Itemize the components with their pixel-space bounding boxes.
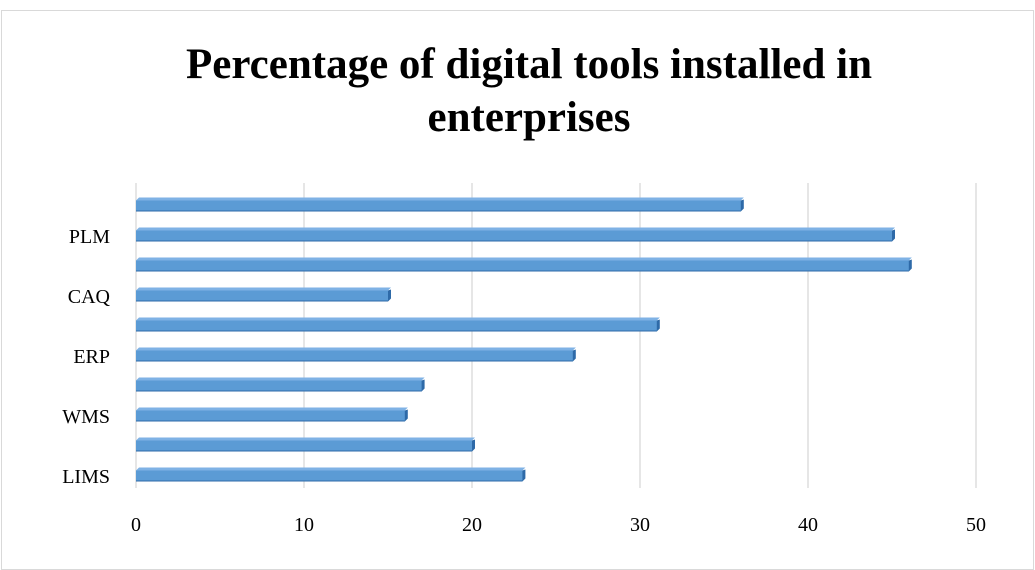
y-category-label: ERP xyxy=(73,346,110,368)
bar xyxy=(136,437,475,452)
bar xyxy=(136,317,660,332)
bar-front-face xyxy=(136,350,573,362)
bar-front-face xyxy=(136,290,388,302)
bar-top-face xyxy=(136,287,391,291)
y-category-label: WMS xyxy=(62,406,110,428)
bar-front-face xyxy=(136,230,892,242)
bar xyxy=(136,407,408,422)
bar-top-face xyxy=(136,377,425,381)
bar xyxy=(136,197,744,212)
bar-front-face xyxy=(136,470,523,482)
bar-chart-plot: 0 10 20 30 40 50 LIMS WMS ERP CAQ PLM xyxy=(62,183,986,536)
chart-title-line-1: Percentage of digital tools installed in xyxy=(186,41,872,88)
bar-front-face xyxy=(136,410,405,422)
bar-top-face xyxy=(136,227,895,231)
bar-top-face xyxy=(136,467,526,471)
bar-top-face xyxy=(136,347,576,351)
bars xyxy=(136,197,912,482)
x-tick-label: 0 xyxy=(131,514,141,536)
x-tick-label: 10 xyxy=(294,514,314,536)
chart-title-line-2: enterprises xyxy=(427,94,631,141)
bar xyxy=(136,347,576,362)
bar xyxy=(136,227,895,242)
bar-front-face xyxy=(136,200,741,212)
bar-top-face xyxy=(136,407,408,411)
y-axis-category-labels: LIMS WMS ERP CAQ PLM xyxy=(62,226,110,488)
chart-title: Percentage of digital tools installed in… xyxy=(0,38,1035,144)
bar xyxy=(136,287,391,302)
x-tick-label: 50 xyxy=(966,514,986,536)
bar-front-face xyxy=(136,440,472,452)
x-axis-tick-labels: 0 10 20 30 40 50 xyxy=(131,514,986,536)
x-tick-label: 20 xyxy=(462,514,482,536)
bar xyxy=(136,257,912,272)
y-category-label: PLM xyxy=(69,226,110,248)
bar-top-face xyxy=(136,197,744,201)
x-tick-label: 30 xyxy=(630,514,650,536)
y-category-label: CAQ xyxy=(68,286,111,308)
bar-top-face xyxy=(136,437,475,441)
bar-front-face xyxy=(136,320,657,332)
bar-top-face xyxy=(136,257,912,261)
x-tick-label: 40 xyxy=(798,514,818,536)
bar xyxy=(136,377,425,392)
bar-top-face xyxy=(136,317,660,321)
y-category-label: LIMS xyxy=(62,466,110,488)
bar xyxy=(136,467,526,482)
bar-front-face xyxy=(136,260,909,272)
bar-front-face xyxy=(136,380,422,392)
